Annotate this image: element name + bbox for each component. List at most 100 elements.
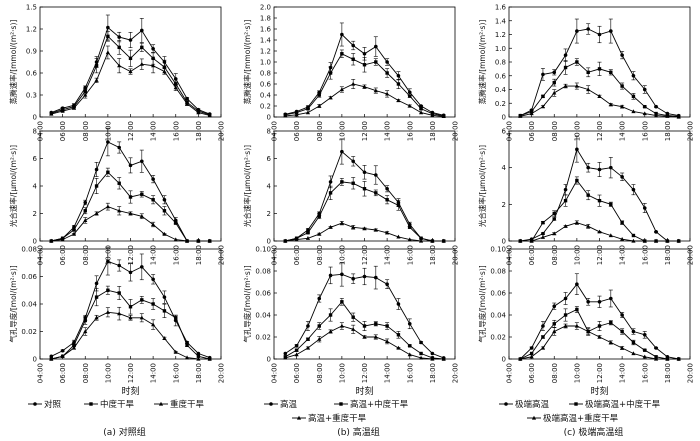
data-point: [317, 214, 321, 218]
data-point: [541, 324, 545, 328]
data-point: [654, 346, 658, 350]
y-tick-label: 0.02: [490, 334, 506, 342]
data-point: [328, 95, 333, 100]
data-point: [563, 224, 568, 228]
series-2: [518, 306, 681, 361]
legend-item: 中度干旱: [84, 399, 135, 410]
x-tick-label: 16:00: [172, 363, 180, 383]
data-point: [396, 333, 401, 337]
data-point: [518, 356, 523, 361]
series-1: [283, 262, 446, 360]
y-axis-label: 蒸腾速率/[mmol/(m²·s)]: [8, 20, 18, 105]
data-point: [385, 339, 390, 343]
data-point: [351, 315, 355, 319]
data-point: [196, 110, 201, 115]
y-tick-label: 0: [267, 238, 271, 246]
data-point: [94, 63, 99, 68]
legend-group-1: 对照 中度干旱 重度干旱: [28, 399, 205, 410]
x-tick-label: 20:00: [687, 121, 695, 141]
data-point: [184, 238, 190, 243]
data-point: [362, 63, 367, 67]
data-point: [117, 263, 121, 268]
panel-1-2: 0 2 4 6 8 04:00 06:00 08:00 10:00 12:00 14:00 16:00…: [8, 128, 226, 266]
data-point: [328, 191, 333, 195]
x-tick-label: 12:00: [127, 363, 135, 383]
data-point: [373, 334, 378, 339]
x-tick-label: 18:00: [195, 363, 203, 383]
data-point: [586, 329, 591, 334]
data-point: [631, 351, 636, 356]
series-2: [49, 167, 212, 243]
legend-label: 高温+中度干旱: [350, 399, 409, 410]
data-point: [597, 300, 602, 304]
x-tick-label: 20:00: [452, 121, 460, 141]
data-point: [105, 204, 110, 209]
data-point: [140, 159, 144, 164]
data-point: [151, 47, 155, 51]
x-tick-label: 16:00: [641, 245, 649, 265]
data-point: [362, 324, 367, 328]
data-point: [419, 351, 423, 356]
data-point: [620, 175, 624, 179]
y-tick-label: 0.04: [21, 301, 37, 309]
data-point: [518, 114, 523, 118]
data-point: [49, 356, 54, 361]
y-tick-label: 6: [33, 155, 38, 163]
data-point: [317, 103, 322, 108]
data-point: [173, 237, 178, 242]
data-point: [430, 356, 435, 361]
data-point: [351, 43, 355, 48]
y-tick-label: 0.04: [490, 312, 506, 320]
data-point: [105, 50, 110, 55]
y-tick-label: 1.8: [260, 15, 271, 23]
data-point: [305, 345, 311, 350]
data-point: [631, 73, 636, 78]
data-point: [385, 230, 390, 235]
data-point: [654, 104, 658, 109]
data-point: [162, 209, 167, 213]
data-point: [419, 236, 423, 240]
data-point: [676, 114, 681, 119]
y-tick-label: 0: [502, 114, 506, 122]
data-point: [151, 322, 156, 327]
y-tick-label: 1.2: [495, 31, 506, 39]
data-point: [306, 231, 310, 235]
data-point: [631, 109, 636, 114]
data-point: [552, 217, 557, 221]
x-tick-label: 18:00: [429, 363, 437, 383]
series-1: [518, 273, 681, 361]
x-tick-label: 04:00: [506, 245, 514, 265]
data-point: [339, 87, 344, 92]
data-point: [83, 209, 87, 213]
data-point: [362, 84, 367, 89]
data-point: [552, 70, 557, 75]
data-point: [373, 88, 378, 93]
data-point: [94, 315, 99, 320]
y-tick-label: 0.08: [21, 246, 37, 254]
y-tick-label: 0.06: [255, 290, 271, 298]
data-point: [207, 356, 212, 361]
data-point: [540, 104, 546, 109]
data-point: [83, 318, 87, 323]
data-point: [552, 211, 556, 216]
x-tick-label: 16:00: [641, 363, 649, 383]
legend-marker: [339, 402, 343, 406]
y-tick-label: 8: [267, 128, 271, 136]
data-point: [60, 108, 65, 113]
data-point: [418, 110, 424, 115]
data-point: [174, 82, 178, 86]
data-point: [609, 321, 613, 325]
data-point: [552, 80, 556, 85]
data-point: [575, 147, 579, 152]
data-point: [609, 165, 613, 170]
y-axis-label: 光合速率/[μmol/(m²·s)]: [242, 145, 252, 227]
legend-marker: [296, 415, 302, 420]
data-point: [106, 288, 110, 292]
x-tick-label: 20:00: [218, 363, 226, 383]
data-point: [631, 187, 636, 192]
data-point: [597, 167, 602, 172]
data-point: [653, 238, 659, 243]
data-point: [151, 177, 155, 181]
